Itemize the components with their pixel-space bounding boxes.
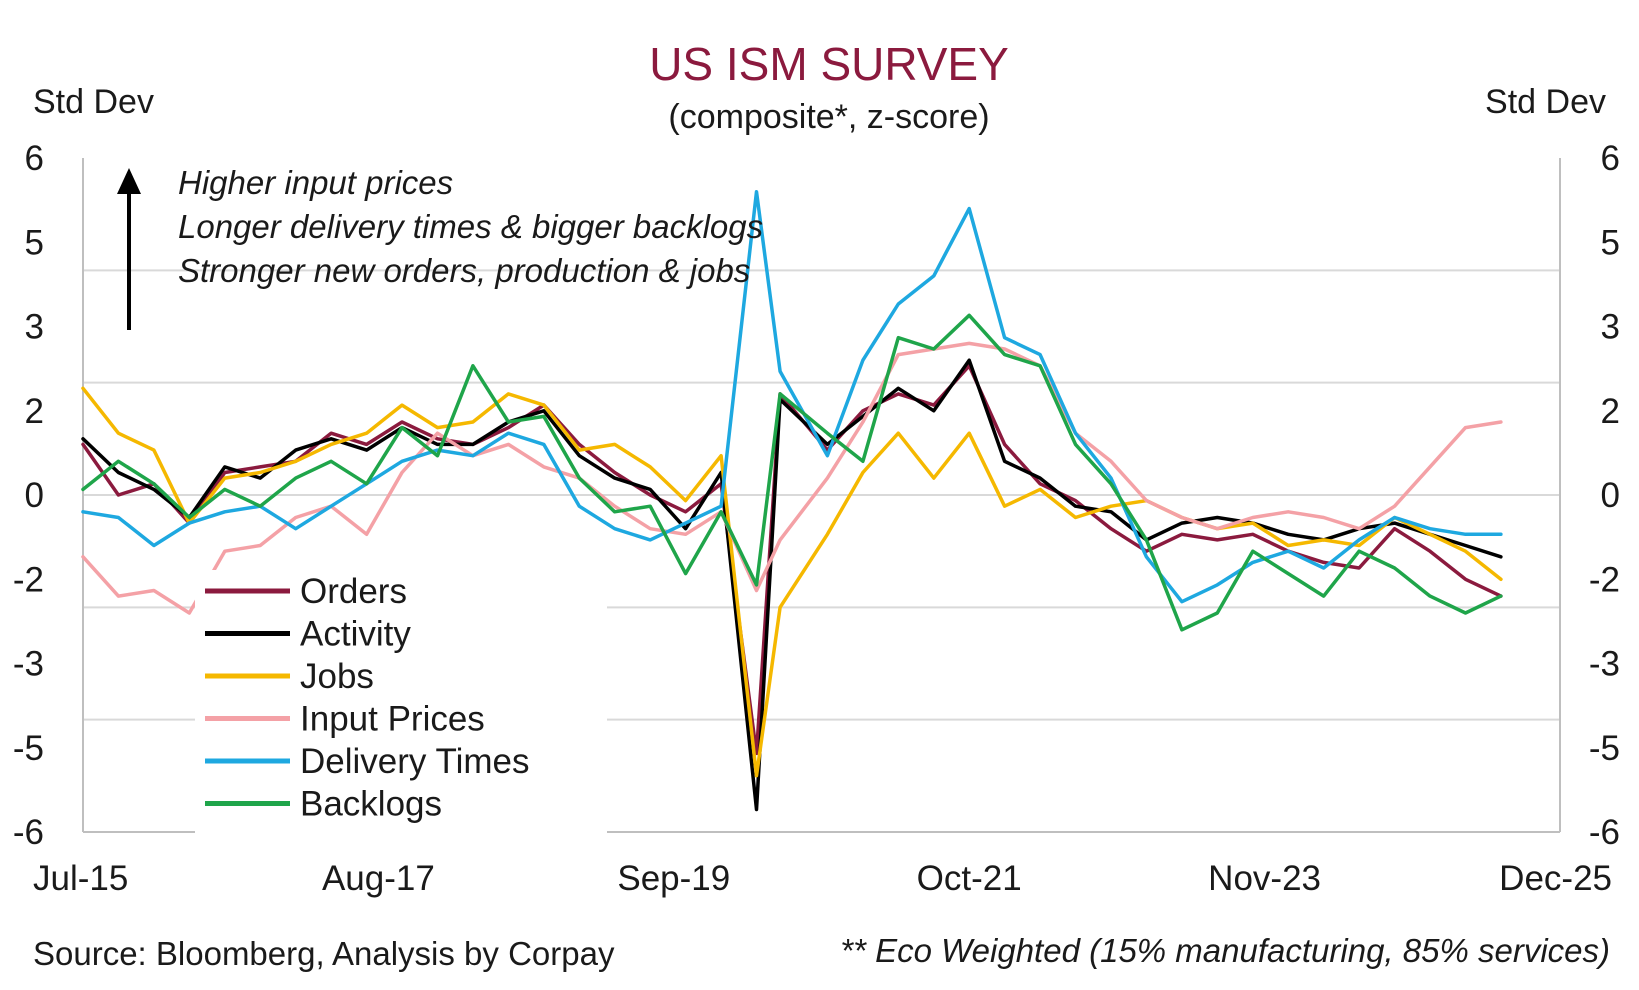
y-tick-label-right: -2 (1589, 560, 1620, 599)
x-tick-label: Nov-23 (1208, 859, 1321, 898)
legend-label: Backlogs (300, 785, 442, 824)
y-tick-label-left: -3 (13, 645, 44, 684)
footer-note: ** Eco Weighted (15% manufacturing, 85% … (840, 932, 1610, 969)
y-axis-label-left: Std Dev (33, 83, 154, 121)
legend-label: Jobs (300, 657, 374, 696)
legend-label: Delivery Times (300, 742, 529, 781)
y-tick-label-right: -3 (1589, 645, 1620, 684)
y-tick-label-right: 6 (1601, 139, 1620, 178)
y-tick-label-right: 2 (1601, 392, 1620, 431)
legend-label: Activity (300, 615, 411, 654)
y-tick-label-left: -2 (13, 560, 44, 599)
y-tick-label-left: 0 (25, 476, 44, 515)
chart-title: US ISM SURVEY (649, 38, 1009, 90)
series-line-jobs (81, 386, 1503, 778)
x-tick-label: Aug-17 (322, 859, 435, 898)
legend-box (195, 570, 607, 842)
series-line-backlogs (81, 313, 1503, 632)
legend-label: Orders (300, 572, 407, 611)
y-tick-label-left: -5 (13, 729, 44, 768)
y-tick-label-left: 6 (25, 139, 44, 178)
series-line-input-prices (81, 341, 1503, 615)
arrow-head-icon (117, 168, 141, 194)
x-tick-label: Dec-25 (1499, 859, 1612, 898)
x-tick-label: Sep-19 (617, 859, 730, 898)
x-tick-label: Jul-15 (33, 859, 128, 898)
y-tick-label-right: 3 (1601, 308, 1620, 347)
annotation-line-2: Longer delivery times & bigger backlogs (178, 208, 763, 245)
footer-source: Source: Bloomberg, Analysis by Corpay (33, 935, 615, 972)
annotation-line-1: Higher input prices (178, 164, 453, 201)
annotation: Higher input prices Longer delivery time… (117, 164, 763, 330)
y-tick-label-left: -6 (13, 813, 44, 852)
y-tick-label-left: 5 (25, 223, 44, 262)
y-axis-label-right: Std Dev (1485, 83, 1606, 121)
legend-label: Input Prices (300, 700, 485, 739)
y-tick-label-right: 5 (1601, 223, 1620, 262)
y-tick-label-left: 3 (25, 308, 44, 347)
y-tick-label-right: 0 (1601, 476, 1620, 515)
y-tick-label-left: 2 (25, 392, 44, 431)
annotation-line-3: Stronger new orders, production & jobs (178, 252, 750, 289)
y-tick-label-right: -6 (1589, 813, 1620, 852)
series-lines (81, 189, 1503, 812)
chart-subtitle: (composite*, z-score) (668, 98, 989, 136)
y-tick-label-right: -5 (1589, 729, 1620, 768)
axes: 6 6 5 5 3 3 2 2 0 0 -2 -2 -3 -3 -5 -5 -6 -6 Jul-15 Aug-17 Se… (13, 139, 1620, 898)
x-tick-label: Oct-21 (917, 859, 1022, 898)
